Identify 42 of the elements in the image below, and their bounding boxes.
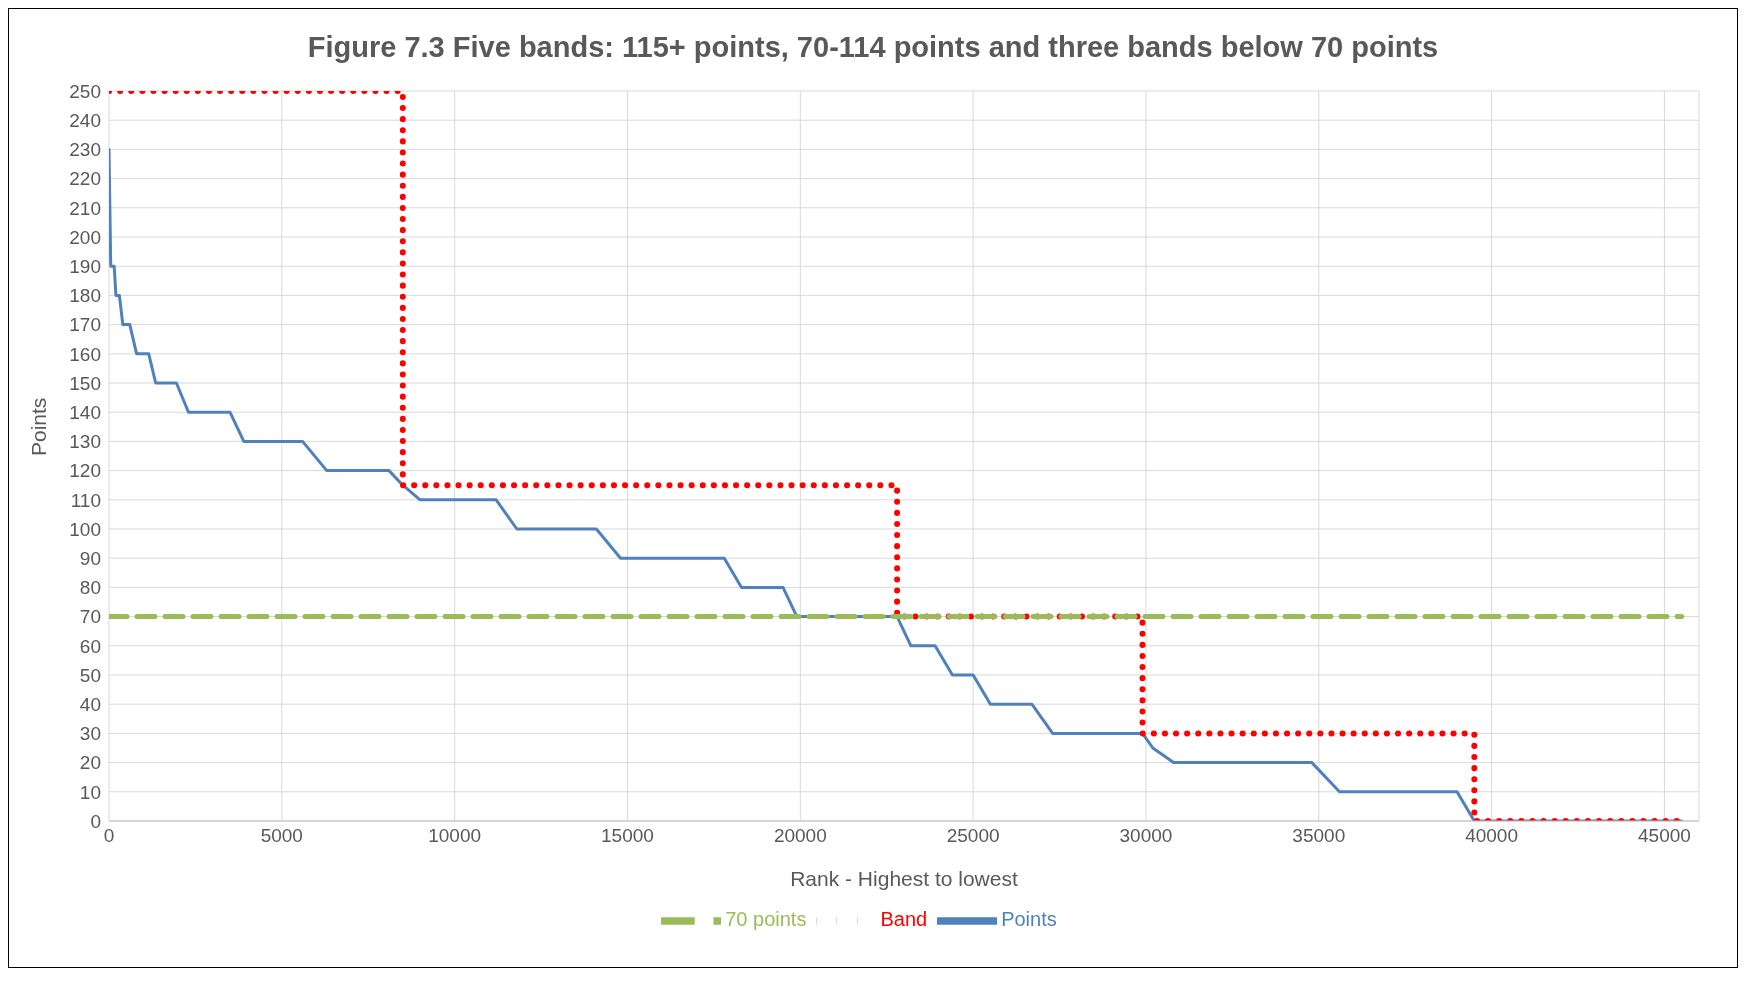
y-tick-label: 170 — [69, 314, 101, 336]
y-tick-label: 0 — [90, 810, 101, 832]
x-tick-label: 20000 — [773, 825, 827, 847]
y-tick-label: 100 — [69, 518, 101, 540]
y-tick-label: 50 — [79, 664, 101, 686]
x-tick-label: 30000 — [1119, 825, 1173, 847]
legend-label: 70 points — [725, 908, 807, 931]
y-tick-label: 200 — [69, 226, 101, 248]
y-tick-label: 120 — [69, 460, 101, 482]
y-axis-title: Points — [27, 397, 51, 456]
x-tick-label: 5000 — [260, 825, 303, 847]
y-tick-label: 90 — [79, 547, 101, 569]
legend-label: Points — [1001, 908, 1057, 931]
y-tick-label: 10 — [79, 781, 101, 803]
y-tick-label: 20 — [79, 752, 101, 774]
y-tick-label: 60 — [79, 635, 101, 657]
y-tick-label: 180 — [69, 285, 101, 307]
y-tick-label: 40 — [79, 693, 101, 715]
x-tick-label: 25000 — [946, 825, 1000, 847]
y-tick-label: 140 — [69, 401, 101, 423]
legend-label: Band — [880, 908, 928, 931]
y-tick-label: 250 — [69, 80, 101, 102]
y-tick-label: 160 — [69, 343, 101, 365]
x-tick-label: 35000 — [1292, 825, 1346, 847]
chart-title: Figure 7.3 Five bands: 115+ points, 70-114 points and three bands below 70 points — [306, 30, 1440, 65]
y-tick-label: 220 — [69, 168, 101, 190]
x-axis-title: Rank - Highest to lowest — [790, 867, 1018, 890]
y-tick-label: 70 — [79, 606, 101, 628]
y-tick-label: 30 — [79, 723, 101, 745]
x-tick-label: 10000 — [428, 825, 482, 847]
y-tick-label: 240 — [69, 109, 101, 131]
y-tick-label: 190 — [69, 255, 101, 277]
x-tick-label: 45000 — [1638, 825, 1691, 847]
x-tick-label: 40000 — [1465, 825, 1519, 847]
y-tick-label: 110 — [70, 489, 101, 511]
y-tick-label: 130 — [69, 431, 101, 453]
y-tick-label: 210 — [69, 197, 101, 219]
x-tick-label: 15000 — [601, 825, 654, 847]
y-tick-label: 150 — [69, 372, 101, 394]
y-tick-label: 80 — [79, 577, 101, 599]
x-tick-label: 0 — [103, 825, 115, 847]
y-tick-label: 230 — [69, 139, 101, 161]
